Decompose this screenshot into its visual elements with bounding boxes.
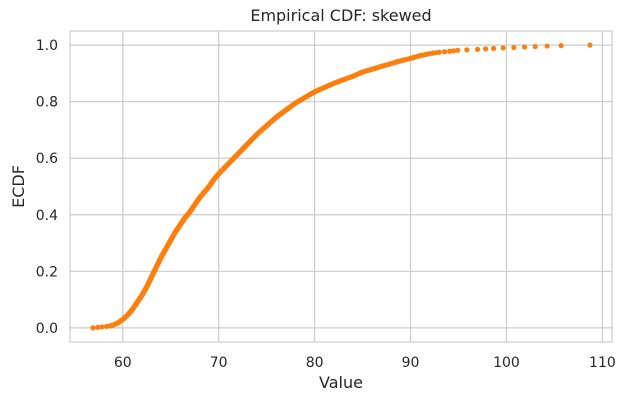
ecdf-point	[441, 49, 448, 55]
ecdf-point	[500, 45, 506, 51]
y-tick-label: 0.0	[36, 321, 58, 337]
ecdf-point	[521, 44, 528, 50]
y-tick-label: 0.4	[36, 208, 58, 224]
x-tick-label: 80	[306, 355, 324, 371]
x-tick-labels: 60 70 80 90 100 110	[114, 355, 616, 371]
y-tick-label: 0.6	[36, 151, 58, 167]
ecdf-point	[490, 45, 497, 52]
y-tick-label: 0.8	[36, 95, 58, 111]
ecdf-point	[436, 49, 442, 55]
plot-frame	[69, 30, 613, 343]
ecdf-point	[532, 43, 538, 50]
ecdf-point	[464, 47, 470, 53]
grid-layer	[70, 31, 612, 342]
x-axis-label: Value	[319, 373, 363, 392]
ecdf-point	[455, 47, 461, 53]
ecdf-point	[95, 324, 101, 330]
x-tick-label: 60	[114, 355, 132, 371]
ecdf-point	[511, 44, 517, 51]
chart-title: Empirical CDF: skewed	[250, 6, 431, 25]
points-layer	[90, 42, 593, 331]
x-tick-label: 90	[402, 355, 420, 371]
x-tick-label: 100	[493, 355, 520, 371]
x-tick-label: 110	[589, 355, 616, 371]
ecdf-point	[482, 46, 489, 52]
x-tick-label: 70	[210, 355, 228, 371]
ecdf-point	[544, 43, 550, 49]
y-axis-label: ECDF	[9, 165, 28, 208]
ecdf-point	[99, 324, 105, 330]
ecdf-point	[587, 42, 593, 48]
y-tick-label: 1.0	[36, 38, 58, 54]
y-tick-labels: 0.0 0.2 0.4 0.6 0.8 1.0	[36, 38, 58, 337]
ecdf-point	[474, 46, 481, 52]
ecdf-point	[90, 325, 96, 331]
ecdf-point	[447, 48, 453, 54]
y-tick-label: 0.2	[36, 264, 58, 280]
ecdf-point	[558, 43, 564, 49]
ecdf-point	[451, 48, 457, 54]
